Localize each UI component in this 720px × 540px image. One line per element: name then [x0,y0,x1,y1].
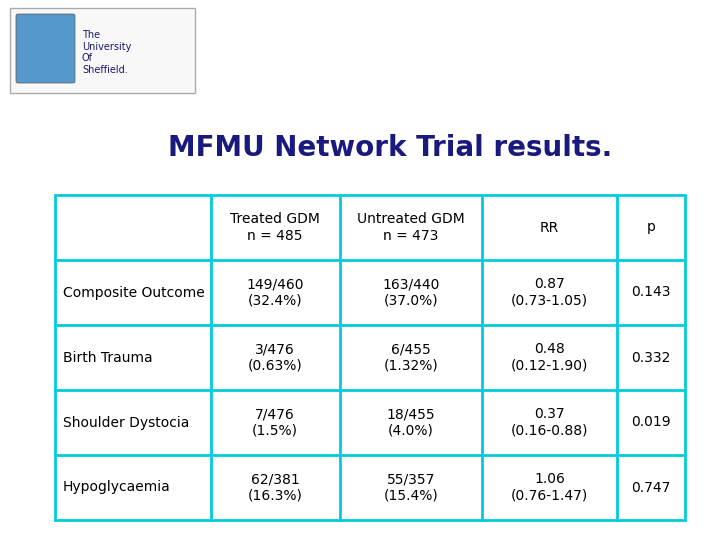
FancyBboxPatch shape [16,14,75,83]
Text: 0.48
(0.12-1.90): 0.48 (0.12-1.90) [510,342,588,373]
Text: p: p [647,220,656,234]
Text: 149/460
(32.4%): 149/460 (32.4%) [246,278,304,308]
Text: 0.37
(0.16-0.88): 0.37 (0.16-0.88) [510,407,588,437]
Bar [55,195,685,520]
Text: Treated GDM
n = 485: Treated GDM n = 485 [230,212,320,242]
Text: 55/357
(15.4%): 55/357 (15.4%) [383,472,438,503]
Text: 0.143: 0.143 [631,286,671,300]
Bar [10,8,195,93]
Text: MFMU Network Trial results.: MFMU Network Trial results. [168,134,612,162]
Text: Shoulder Dystocia: Shoulder Dystocia [63,415,189,429]
Text: 3/476
(0.63%): 3/476 (0.63%) [248,342,302,373]
Text: Birth Trauma: Birth Trauma [63,350,153,365]
Text: The
University
Of
Sheffield.: The University Of Sheffield. [82,30,131,75]
Text: 6/455
(1.32%): 6/455 (1.32%) [383,342,438,373]
Text: 0.332: 0.332 [631,350,671,365]
Text: 7/476
(1.5%): 7/476 (1.5%) [252,407,298,437]
Text: 0.019: 0.019 [631,415,671,429]
Text: 163/440
(37.0%): 163/440 (37.0%) [382,278,439,308]
Text: 62/381
(16.3%): 62/381 (16.3%) [248,472,302,503]
Text: Composite Outcome: Composite Outcome [63,286,204,300]
Text: 1.06
(0.76-1.47): 1.06 (0.76-1.47) [511,472,588,503]
Text: 18/455
(4.0%): 18/455 (4.0%) [387,407,435,437]
Text: Hypoglycaemia: Hypoglycaemia [63,481,171,495]
Text: 0.747: 0.747 [631,481,671,495]
Text: RR: RR [540,220,559,234]
Text: Untreated GDM
n = 473: Untreated GDM n = 473 [357,212,464,242]
Text: 0.87
(0.73-1.05): 0.87 (0.73-1.05) [511,278,588,308]
